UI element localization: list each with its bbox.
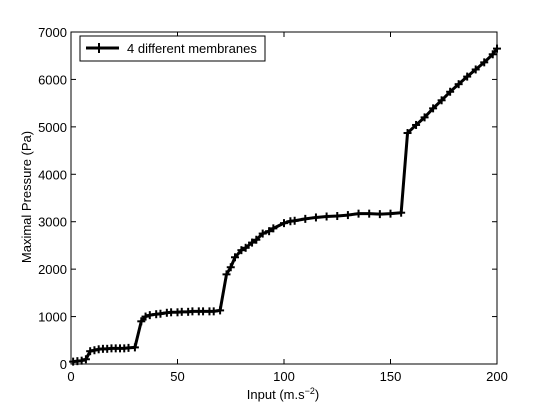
- data-point-marker: [77, 356, 86, 365]
- data-point-marker: [269, 224, 278, 233]
- data-point-marker: [412, 120, 421, 129]
- data-point-marker: [386, 209, 395, 218]
- data-point-marker: [311, 213, 320, 222]
- data-point-marker: [397, 208, 406, 217]
- data-point-marker: [446, 87, 455, 96]
- data-point-marker: [141, 312, 150, 321]
- data-point-marker: [241, 243, 250, 252]
- y-axis-label: Maximal Pressure (Pa): [19, 131, 34, 263]
- data-point-marker: [130, 343, 139, 352]
- data-point-marker: [375, 210, 384, 219]
- data-point-marker: [493, 44, 501, 53]
- data-point-marker: [365, 209, 374, 218]
- x-tick-label: 150: [380, 369, 402, 384]
- data-point-marker: [454, 80, 463, 89]
- data-point-marker: [488, 50, 497, 59]
- data-point-marker: [471, 65, 480, 74]
- plot-area: [69, 31, 501, 366]
- x-tick-label: 0: [67, 369, 74, 384]
- y-tick-label: 4000: [38, 167, 67, 182]
- data-point-marker: [248, 238, 257, 247]
- axis-ticks: 0 50 100 150 2000100020003000400050006000700…: [38, 25, 508, 384]
- y-tick-label: 7000: [38, 25, 67, 40]
- data-point-marker: [420, 113, 429, 122]
- data-point-marker: [301, 214, 310, 223]
- data-point-marker: [216, 306, 225, 315]
- data-point-marker: [429, 104, 438, 113]
- data-point-marker: [480, 58, 489, 67]
- data-point-marker: [237, 246, 246, 255]
- legend-label: 4 different membranes: [127, 41, 257, 56]
- data-point-marker: [265, 227, 274, 236]
- data-point-marker: [333, 212, 342, 221]
- data-point-marker: [437, 96, 446, 105]
- data-point-marker: [290, 216, 299, 225]
- y-tick-label: 3000: [38, 215, 67, 230]
- x-tick-label: 100: [273, 369, 295, 384]
- data-point-marker: [322, 212, 331, 221]
- data-point-marker: [403, 129, 412, 138]
- data-point-marker: [343, 211, 352, 220]
- data-point-marker: [81, 355, 90, 364]
- y-tick-label: 5000: [38, 120, 67, 135]
- data-point-marker: [354, 209, 363, 218]
- data-point-marker: [222, 270, 231, 279]
- data-point-marker: [280, 219, 288, 228]
- y-tick-label: 2000: [38, 262, 67, 277]
- data-point-marker: [226, 263, 235, 272]
- x-tick-label: 200: [486, 369, 508, 384]
- data-point-marker: [252, 235, 261, 244]
- y-tick-label: 0: [60, 357, 67, 372]
- y-tick-label: 6000: [38, 72, 67, 87]
- x-tick-label: 50: [170, 369, 184, 384]
- x-axis-label: Input (m.s−2): [247, 386, 319, 402]
- data-point-marker: [137, 317, 146, 326]
- y-tick-label: 1000: [38, 310, 67, 325]
- plot-frame: [70, 31, 498, 365]
- legend: 4 different membranes: [79, 35, 266, 62]
- data-point-marker: [463, 72, 472, 81]
- data-point-marker: [231, 253, 240, 262]
- data-point-marker: [258, 229, 267, 238]
